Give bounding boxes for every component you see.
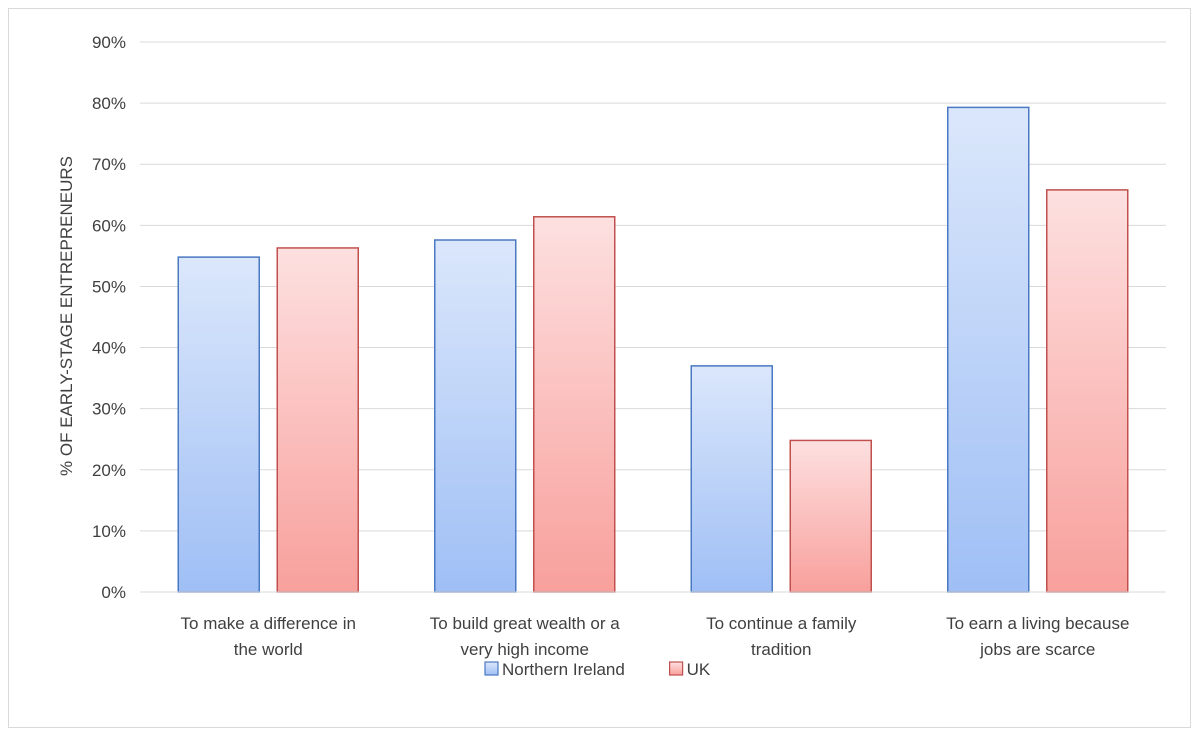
legend-entry: UK (668, 660, 711, 679)
bar (690, 365, 773, 593)
y-tick-label: 20% (92, 461, 126, 480)
y-tick-label: 30% (92, 400, 126, 419)
bar (177, 256, 260, 593)
y-tick-label: 80% (92, 94, 126, 113)
y-tick-label: 50% (92, 277, 126, 296)
bar (1046, 189, 1129, 593)
x-category-label: To earn a living because jobs are scarce (946, 614, 1129, 659)
bars (177, 106, 1129, 593)
y-axis-label: % OF EARLY-STAGE ENTREPRENEURS (57, 156, 76, 476)
y-tick-label: 90% (92, 33, 126, 52)
x-axis-categories: To make a difference in the world To build… (181, 614, 1130, 659)
legend-entry: Northern Ireland (484, 660, 625, 679)
legend-label: UK (687, 660, 711, 679)
y-axis-ticks: 0% 10% 20% 30% 40% 50% 60% 70% 80% 90% (92, 33, 126, 602)
y-tick-label: 0% (101, 583, 126, 602)
bar (789, 439, 872, 593)
bar (533, 216, 616, 593)
y-tick-label: 10% (92, 522, 126, 541)
y-tick-label: 40% (92, 339, 126, 358)
legend-swatch (668, 661, 684, 676)
bar (947, 106, 1030, 593)
bar (276, 247, 359, 593)
legend-label: Northern Ireland (502, 660, 625, 679)
y-tick-label: 60% (92, 216, 126, 235)
y-tick-label: 70% (92, 155, 126, 174)
legend-swatch (484, 661, 499, 676)
bar (434, 239, 517, 593)
x-category-label: To continue a family tradition (706, 614, 857, 659)
x-category-label: To make a difference in the world (181, 614, 356, 659)
x-category-label: To build great wealth or a very high inco… (430, 614, 620, 659)
legend: Northern Ireland UK (484, 660, 711, 679)
